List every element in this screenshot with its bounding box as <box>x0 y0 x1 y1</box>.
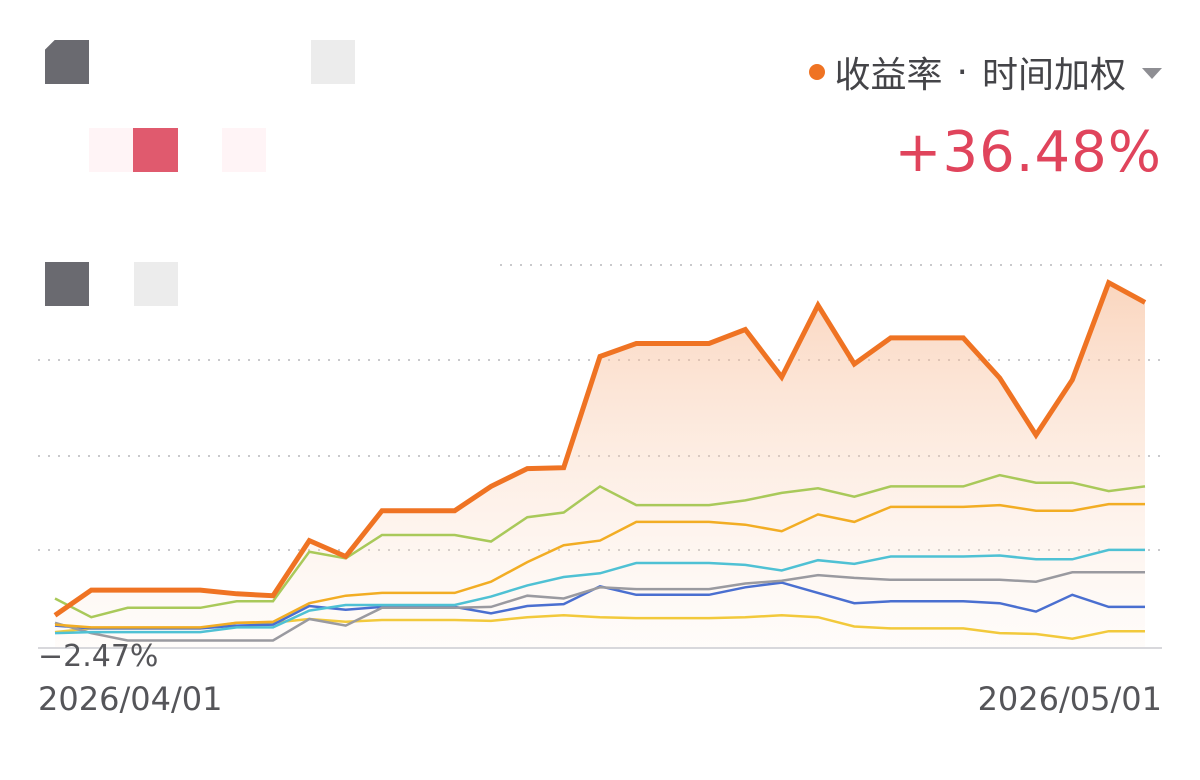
masked-label-block-light <box>134 262 178 306</box>
series-lines <box>53 279 1147 642</box>
series-area-fill <box>55 282 1145 648</box>
x-start-label: 2026/04/01 <box>38 680 222 718</box>
series-line <box>54 502 1145 629</box>
metric-selector[interactable]: 收益率 · 时间加权 <box>808 46 1162 98</box>
masked-tag-block <box>133 128 178 172</box>
y-min-label: −2.47% <box>38 639 158 674</box>
series-line <box>53 279 1147 618</box>
metric-label: 收益率 <box>834 55 943 96</box>
series-line <box>54 473 1146 619</box>
series-dot-icon <box>808 64 825 80</box>
masked-tag-block-faint <box>89 128 133 172</box>
masked-title-block <box>45 40 89 84</box>
x-end-label: 2026/05/01 <box>978 680 1162 718</box>
return-value: +36.48% <box>894 120 1162 185</box>
weighting-label: 时间加权 <box>981 55 1126 96</box>
masked-tag-block-faint <box>222 128 266 172</box>
masked-title-block-light <box>311 40 355 84</box>
series-line <box>54 548 1145 635</box>
area-layer <box>55 282 1145 648</box>
separator: · <box>956 51 968 93</box>
masked-label-block <box>45 262 89 306</box>
series-line <box>54 571 1145 642</box>
caret-down-icon[interactable] <box>1142 67 1162 79</box>
